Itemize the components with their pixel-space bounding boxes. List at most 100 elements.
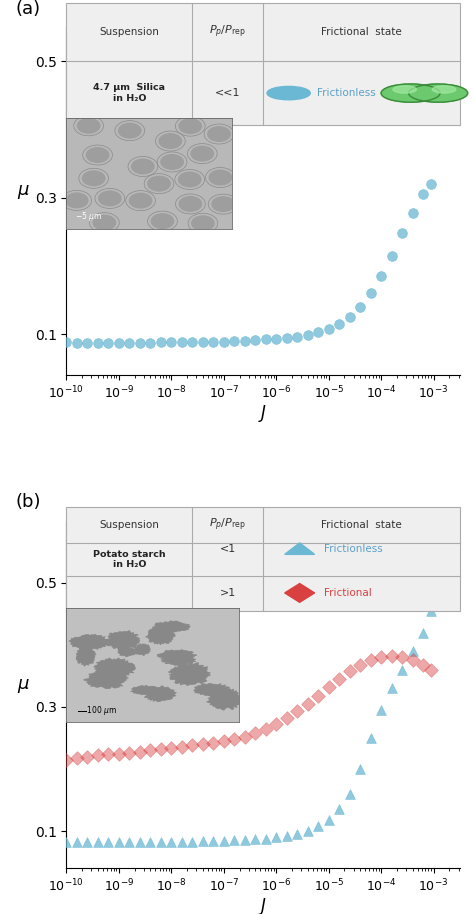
Point	[199, 737, 207, 751]
Point	[220, 335, 228, 349]
Point	[126, 335, 133, 350]
Point	[230, 732, 238, 747]
Point	[377, 703, 385, 717]
X-axis label: $J$: $J$	[258, 896, 268, 914]
Point	[199, 335, 207, 349]
Point	[346, 310, 354, 324]
Point	[314, 324, 322, 339]
Point	[241, 833, 248, 847]
Point	[178, 335, 185, 349]
Point	[356, 300, 364, 314]
Point	[157, 834, 164, 849]
Point	[335, 802, 343, 817]
Point	[273, 332, 280, 346]
Point	[293, 704, 301, 718]
Text: (a): (a)	[15, 0, 40, 17]
Point	[427, 176, 435, 191]
Point	[136, 744, 144, 759]
Point	[167, 834, 175, 849]
Point	[115, 335, 123, 350]
Point	[73, 335, 81, 350]
Point	[63, 752, 70, 767]
Point	[427, 663, 435, 677]
Point	[377, 650, 385, 664]
Y-axis label: $\mu$: $\mu$	[17, 183, 30, 201]
Point	[419, 657, 427, 672]
Point	[398, 663, 406, 677]
Point	[178, 834, 185, 849]
Point	[136, 335, 144, 350]
Point	[189, 335, 196, 349]
Point	[83, 335, 91, 350]
Point	[409, 206, 416, 220]
Point	[210, 736, 217, 750]
Point	[398, 650, 406, 664]
Point	[126, 834, 133, 849]
Point	[356, 761, 364, 776]
Point	[325, 813, 332, 827]
Point	[335, 316, 343, 331]
Point	[210, 834, 217, 848]
Point	[94, 748, 101, 762]
Point	[105, 747, 112, 761]
Point	[283, 711, 291, 726]
Point	[189, 739, 196, 753]
Point	[314, 688, 322, 703]
Point	[115, 834, 123, 849]
Point	[293, 826, 301, 841]
Point	[189, 834, 196, 849]
Point	[367, 730, 374, 745]
Point	[325, 321, 332, 335]
Point	[346, 787, 354, 802]
Point	[262, 721, 270, 736]
Point	[241, 729, 248, 744]
Text: (b): (b)	[15, 493, 41, 511]
Point	[146, 335, 154, 350]
Point	[73, 834, 81, 849]
Point	[398, 226, 406, 240]
Point	[419, 625, 427, 640]
Point	[241, 334, 248, 348]
Point	[63, 834, 70, 849]
Y-axis label: $\mu$: $\mu$	[17, 676, 30, 695]
Point	[273, 830, 280, 845]
X-axis label: $J$: $J$	[258, 402, 268, 423]
Point	[63, 335, 70, 349]
Point	[136, 834, 144, 849]
Point	[346, 664, 354, 678]
Point	[157, 335, 164, 349]
Point	[335, 672, 343, 686]
Point	[220, 834, 228, 848]
Point	[220, 734, 228, 749]
Point	[304, 327, 311, 342]
Point	[167, 740, 175, 755]
Point	[262, 332, 270, 346]
Point	[94, 335, 101, 350]
Point	[419, 187, 427, 202]
Point	[283, 331, 291, 345]
Point	[199, 834, 207, 848]
Point	[304, 824, 311, 838]
Point	[73, 750, 81, 765]
Point	[210, 335, 217, 349]
Point	[377, 269, 385, 283]
Point	[283, 829, 291, 844]
Point	[262, 831, 270, 845]
Point	[251, 333, 259, 347]
Point	[146, 834, 154, 849]
Point	[367, 654, 374, 668]
Point	[356, 657, 364, 672]
Point	[105, 834, 112, 849]
Point	[167, 335, 175, 349]
Point	[83, 834, 91, 849]
Point	[273, 717, 280, 731]
Point	[251, 832, 259, 846]
Point	[230, 334, 238, 348]
Point	[115, 746, 123, 760]
Point	[388, 249, 395, 263]
Point	[314, 819, 322, 834]
Point	[83, 749, 91, 764]
Point	[178, 739, 185, 754]
Point	[388, 649, 395, 664]
Point	[146, 743, 154, 758]
